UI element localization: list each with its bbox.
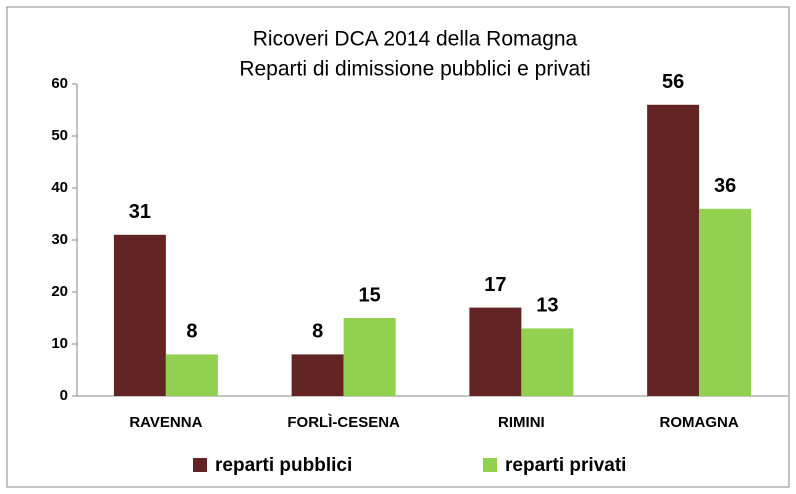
chart-subtitle: Reparti di dimissione pubblici e privati [239,58,590,81]
bar [469,307,522,396]
y-tick-label: 0 [60,387,68,404]
data-label: 56 [662,71,684,93]
bar [165,354,218,396]
x-tick-label: RAVENNA [129,414,202,431]
bar [343,318,396,396]
legend-swatch [483,458,497,472]
legend-label: reparti pubblici [215,455,352,476]
data-label: 15 [359,284,381,306]
y-tick-label: 50 [51,127,68,144]
y-tick-label: 40 [51,179,68,196]
bar [521,328,574,396]
y-tick-label: 10 [51,335,68,352]
y-tick-label: 60 [51,75,68,92]
bar [647,104,700,397]
bar [113,234,166,396]
data-label: 36 [714,175,736,197]
bar [291,354,344,396]
data-label: 13 [536,295,558,317]
y-tick-label: 30 [51,231,68,248]
x-tick-label: RIMINI [498,414,545,431]
data-label: 8 [186,321,197,343]
bar [699,208,752,396]
legend-label: reparti privati [505,455,626,476]
y-tick-label: 20 [51,283,68,300]
data-label: 8 [312,321,323,343]
x-tick-label: ROMAGNA [660,414,739,431]
data-label: 17 [484,274,506,296]
data-label: 31 [129,201,151,223]
legend-swatch [193,458,207,472]
chart-title: Ricoveri DCA 2014 della Romagna [253,28,578,51]
x-tick-label: FORLÌ-CESENA [287,414,400,431]
